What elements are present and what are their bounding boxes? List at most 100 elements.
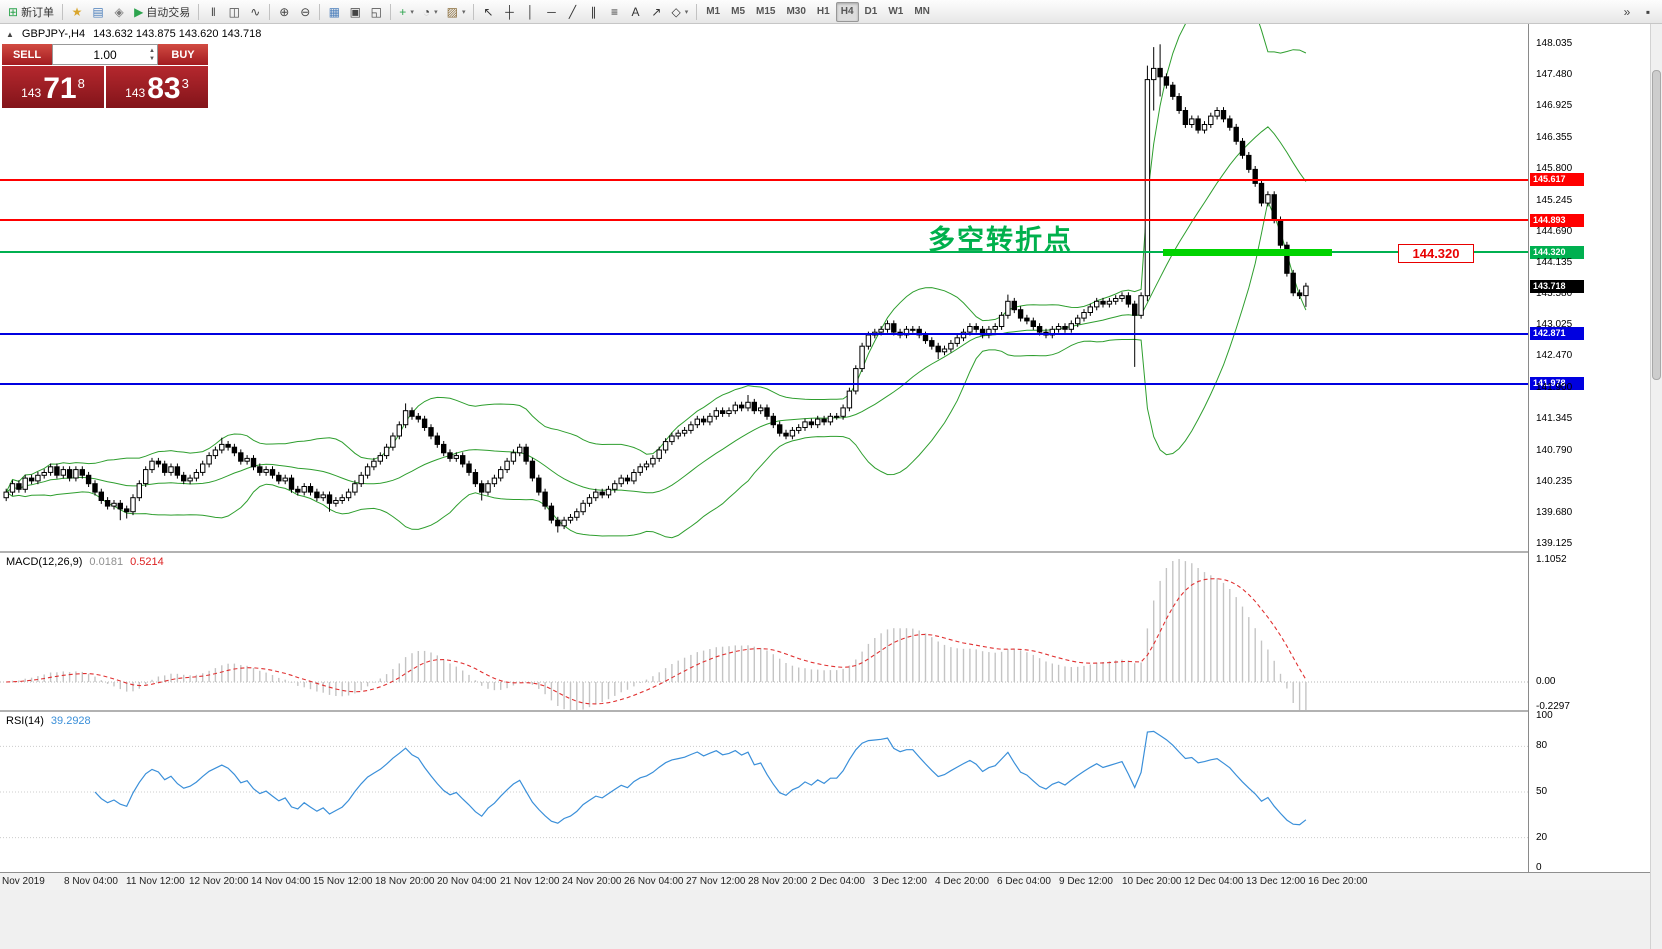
main-chart-pane[interactable]: 多空转折点 144.320 (0, 24, 1528, 551)
periods-button[interactable]: ◔ ▾ (419, 2, 442, 22)
zoom-in-button[interactable]: ⊕ (274, 2, 294, 22)
time-axis[interactable]: Nov 2019 8 Nov 04:00 11 Nov 12:00 12 Nov 20… (0, 872, 1662, 890)
tf-m5-button[interactable]: M5 (731, 6, 746, 17)
autotrading-button[interactable]: ▶ 自动交易 (130, 2, 194, 22)
indicators-button[interactable]: + ▾ (395, 2, 418, 22)
trendline-button[interactable]: ╱ (562, 2, 582, 22)
tf-h1-button[interactable]: H1 (816, 6, 830, 17)
zoom-out-button[interactable]: ⊖ (295, 2, 315, 22)
toolbar-pin-button[interactable]: ▪ (1638, 2, 1658, 22)
price-axis-label: 144.690 (1536, 226, 1573, 237)
horizontal-line-button[interactable]: ─ (541, 2, 561, 22)
toolbar-separator (390, 3, 392, 20)
price-axis[interactable]: 145.617 144.893 144.320 142.871 141.978 143.7… (1528, 24, 1650, 873)
time-label: 3 Dec 12:00 (873, 876, 927, 887)
trendline-icon: ╱ (568, 4, 577, 19)
price-axis-label: 141.345 (1536, 413, 1573, 424)
cascade-windows-icon: ◱ (370, 4, 382, 19)
macd-axis-label: 0.00 (1536, 676, 1556, 687)
hline-144.893[interactable] (0, 219, 1528, 221)
bar-chart-icon: ‖ (210, 4, 216, 19)
arrow-tool-button[interactable]: ↗ (646, 2, 666, 22)
tile-windows-button[interactable]: ▦ (324, 2, 344, 22)
time-label: 27 Nov 12:00 (686, 876, 746, 887)
vertical-scrollbar[interactable] (1650, 24, 1662, 949)
toolbar-separator (198, 3, 200, 20)
price-axis-label: 148.035 (1536, 38, 1573, 49)
time-label: 10 Dec 20:00 (1122, 876, 1182, 887)
tf-m15-button[interactable]: M15 (756, 6, 776, 17)
vertical-line-button[interactable]: │ (520, 2, 540, 22)
pane-separator[interactable] (0, 710, 1662, 712)
periods-icon: ◔ (422, 4, 431, 19)
candlestick-chart-svg (3, 24, 1309, 539)
navigator-button[interactable]: ◈ (109, 2, 129, 22)
price-axis-label: 144.135 (1536, 257, 1573, 268)
rsi-axis-label: 100 (1536, 710, 1553, 721)
tf-w1-button[interactable]: W1 (888, 6, 904, 17)
scrollbar-thumb[interactable] (1652, 70, 1661, 380)
volume-field[interactable]: 1.00 ▲ ▼ (52, 44, 158, 65)
cursor-button[interactable]: ↖ (478, 2, 498, 22)
sell-price-base: 143 (21, 86, 42, 100)
buy-price-main: 83 (147, 72, 181, 105)
shapes-button[interactable]: ◇ ▾ (667, 2, 692, 22)
tf-m1-button[interactable]: M1 (706, 6, 721, 17)
market-watch-button[interactable]: ▤ (88, 2, 108, 22)
rsi-axis-label: 80 (1536, 740, 1548, 751)
chevron-down-icon: ▾ (434, 8, 438, 16)
macd-name: MACD(12,26,9) (6, 556, 83, 568)
fibonacci-button[interactable]: ≡ (604, 2, 624, 22)
line-chart-button[interactable]: ∿ (245, 2, 265, 22)
favorites-icon: ★ (71, 4, 83, 19)
time-label: 9 Dec 12:00 (1059, 876, 1113, 887)
time-label: 2 Dec 04:00 (811, 876, 865, 887)
macd-axis-label: 1.1052 (1536, 554, 1567, 565)
toolbar-overflow-button[interactable]: » (1617, 2, 1637, 22)
navigator-icon: ◈ (114, 4, 124, 19)
chart-window: 多空转折点 144.320 ▲ GBPJPY-,H4 143.632 143.8… (0, 24, 1662, 949)
favorites-button[interactable]: ★ (67, 2, 87, 22)
pane-separator[interactable] (0, 551, 1662, 553)
buy-button[interactable]: BUY (158, 44, 208, 65)
cascade-windows-button[interactable]: ◱ (366, 2, 386, 22)
crosshair-button[interactable]: ┼ (499, 2, 519, 22)
hline-141.978[interactable] (0, 383, 1528, 385)
volume-down-icon[interactable]: ▼ (149, 56, 155, 62)
sell-price-pip: 8 (77, 76, 85, 91)
price-axis-label: 140.235 (1536, 476, 1573, 487)
time-label: 12 Dec 04:00 (1184, 876, 1244, 887)
channel-button[interactable]: ∥ (583, 2, 603, 22)
time-label: 18 Nov 20:00 (375, 876, 435, 887)
time-label: 8 Nov 04:00 (64, 876, 118, 887)
volume-up-icon[interactable]: ▲ (149, 48, 155, 54)
macd-signal-value: 0.5214 (130, 556, 164, 568)
text-button[interactable]: A (625, 2, 645, 22)
chevron-down-icon: ▾ (410, 8, 414, 16)
zoom-out-icon: ⊖ (300, 4, 311, 19)
buy-price-panel[interactable]: 143 83 3 (106, 66, 208, 108)
arrange-windows-button[interactable]: ▣ (345, 2, 365, 22)
hline-145.617[interactable] (0, 179, 1528, 181)
sell-price-panel[interactable]: 143 71 8 (2, 66, 104, 108)
price-level-label[interactable]: 144.320 (1398, 244, 1474, 263)
new-order-button-label: 新订单 (21, 6, 55, 19)
rsi-axis-label: 0 (1536, 862, 1542, 873)
tf-mn-button[interactable]: MN (914, 6, 930, 17)
oct-collapse-icon[interactable]: ▲ (6, 29, 14, 39)
new-order-button[interactable]: ⊞ 新订单 (4, 2, 58, 22)
hline-142.871[interactable] (0, 333, 1528, 335)
bar-chart-button[interactable]: ‖ (203, 2, 223, 22)
arrange-windows-icon: ▣ (349, 4, 361, 19)
sell-button[interactable]: SELL (2, 44, 52, 65)
tf-h4-button[interactable]: H4 (835, 1, 859, 22)
price-axis-label: 146.925 (1536, 100, 1573, 111)
tf-d1-button[interactable]: D1 (864, 6, 878, 17)
support-zone-highlight[interactable] (1163, 249, 1332, 256)
vertical-line-icon: │ (526, 4, 535, 19)
templates-button[interactable]: ▨ ▾ (443, 2, 470, 22)
tf-m30-button[interactable]: M30 (786, 6, 806, 17)
hline-144.320[interactable] (0, 251, 1528, 253)
candlestick-chart-button[interactable]: ◫ (224, 2, 244, 22)
crosshair-icon: ┼ (505, 4, 514, 19)
